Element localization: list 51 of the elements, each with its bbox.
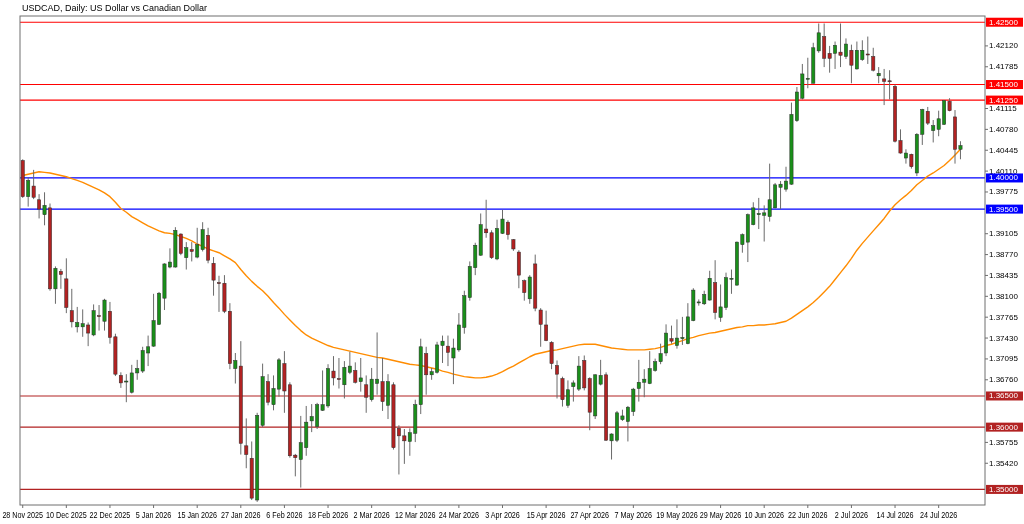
y-tick-label: 1.35755 — [989, 437, 1019, 447]
x-tick-label: 12 Mar 2026 — [395, 510, 436, 521]
y-tick-label: 1.40780 — [989, 124, 1019, 134]
ref-line-label: 1.35000 — [989, 484, 1019, 494]
x-tick-label: 15 Apr 2026 — [526, 510, 566, 521]
ref-line-label: 1.42500 — [989, 17, 1019, 27]
x-tick-label: 18 Feb 2026 — [307, 510, 349, 521]
x-tick-label: 10 Jun 2026 — [744, 510, 785, 521]
y-tick-label: 1.39775 — [989, 187, 1019, 197]
x-tick-label: 24 Mar 2026 — [438, 510, 480, 521]
x-tick-label: 28 Nov 2025 — [2, 510, 44, 521]
ref-line-label: 1.36500 — [989, 391, 1019, 401]
y-tick-label: 1.37430 — [989, 333, 1019, 343]
x-tick-label: 2 Jul 2026 — [834, 510, 869, 521]
y-tick-label: 1.37765 — [989, 312, 1019, 322]
candlestick — [211, 256, 216, 297]
ref-line-label: 1.40000 — [989, 173, 1019, 183]
y-tick-label: 1.40110 — [989, 166, 1018, 176]
ref-line-label: 1.36000 — [989, 422, 1019, 432]
x-tick-label: 2 Mar 2026 — [353, 510, 391, 521]
x-tick-label: 24 Jul 2026 — [920, 510, 958, 521]
x-tick-label: 10 Dec 2025 — [45, 510, 88, 521]
x-tick-label: 19 May 2026 — [656, 510, 699, 521]
y-tick-label: 1.37095 — [989, 354, 1019, 364]
x-tick-label: 14 Jul 2026 — [876, 510, 915, 521]
x-tick-label: 3 Apr 2026 — [485, 510, 521, 521]
chart-title: USDCAD, Daily: US Dollar vs Canadian Dollar — [22, 3, 208, 13]
x-tick-label: 29 May 2026 — [699, 510, 742, 521]
x-tick-label: 27 Apr 2026 — [570, 510, 610, 521]
y-tick-label: 1.40445 — [989, 145, 1019, 155]
y-tick-label: 1.42120 — [989, 41, 1019, 51]
y-tick-label: 1.41785 — [989, 62, 1019, 72]
y-tick-label: 1.36760 — [989, 375, 1019, 385]
y-tick-label: 1.41115 — [989, 104, 1018, 114]
y-tick-label: 1.38100 — [989, 291, 1019, 301]
x-tick-label: 5 Jan 2026 — [135, 510, 172, 521]
ref-line-label: 1.41500 — [989, 80, 1019, 90]
ref-line-label: 1.39500 — [989, 204, 1019, 214]
y-tick-label: 1.39105 — [989, 229, 1019, 239]
x-tick-label: 22 Jun 2026 — [788, 510, 828, 521]
ref-line-label: 1.41250 — [989, 95, 1019, 105]
x-tick-label: 15 Jan 2026 — [177, 510, 218, 521]
y-tick-label: 1.38435 — [989, 270, 1019, 280]
x-tick-label: 6 Feb 2026 — [266, 510, 303, 521]
y-tick-label: 1.38770 — [989, 250, 1019, 260]
x-tick-label: 22 Dec 2025 — [89, 510, 131, 521]
x-tick-label: 7 May 2026 — [614, 510, 653, 521]
y-tick-label: 1.35420 — [989, 458, 1019, 468]
x-tick-label: 27 Jan 2026 — [221, 510, 261, 521]
candlestick — [549, 340, 554, 370]
candlestick — [516, 249, 521, 289]
